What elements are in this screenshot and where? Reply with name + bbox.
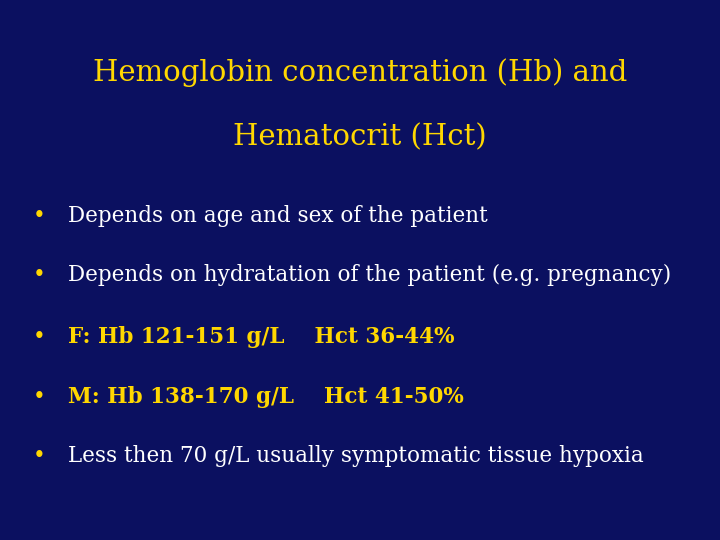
Text: •: • <box>33 265 46 286</box>
Text: •: • <box>33 446 46 467</box>
Text: Depends on hydratation of the patient (e.g. pregnancy): Depends on hydratation of the patient (e… <box>68 265 672 286</box>
Text: Hematocrit (Hct): Hematocrit (Hct) <box>233 124 487 152</box>
Text: F: Hb 121-151 g/L    Hct 36-44%: F: Hb 121-151 g/L Hct 36-44% <box>68 327 455 348</box>
Text: •: • <box>33 327 46 348</box>
Text: •: • <box>33 205 46 227</box>
Text: Depends on age and sex of the patient: Depends on age and sex of the patient <box>68 205 488 227</box>
Text: •: • <box>33 386 46 408</box>
Text: Less then 70 g/L usually symptomatic tissue hypoxia: Less then 70 g/L usually symptomatic tis… <box>68 446 644 467</box>
Text: M: Hb 138-170 g/L    Hct 41-50%: M: Hb 138-170 g/L Hct 41-50% <box>68 386 464 408</box>
Text: Hemoglobin concentration (Hb) and: Hemoglobin concentration (Hb) and <box>93 58 627 87</box>
